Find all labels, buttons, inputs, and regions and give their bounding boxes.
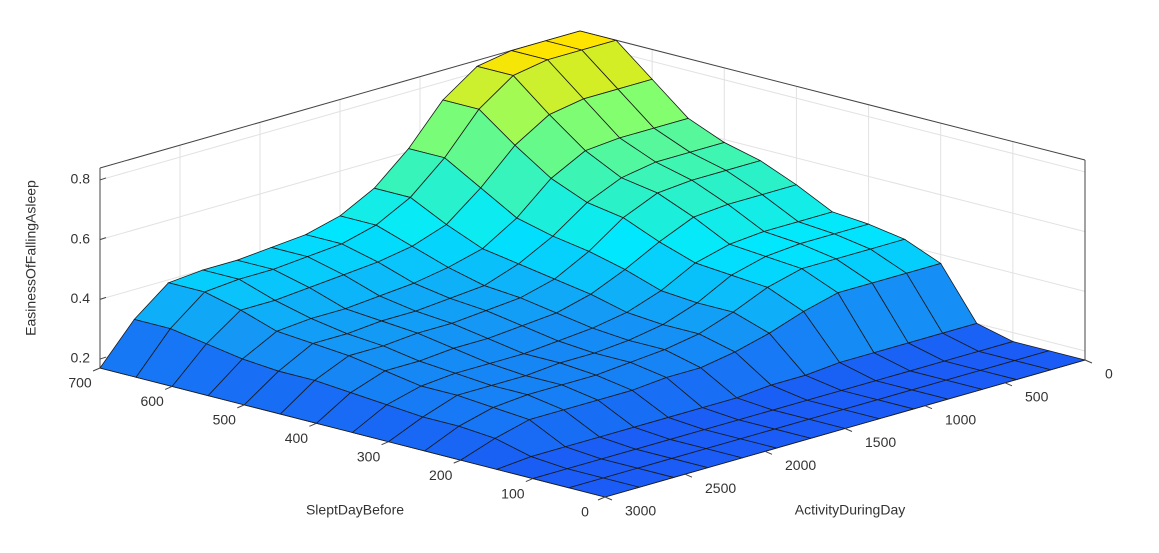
y-axis-label: SleptDayBefore <box>306 502 404 518</box>
axis-box <box>99 30 581 169</box>
z-tick-label: 0.6 <box>71 230 91 246</box>
tick-mark <box>764 450 773 455</box>
grid-line <box>579 42 1086 173</box>
tick-mark <box>844 428 853 432</box>
tick-mark <box>99 177 107 181</box>
z-tick-label: 0.8 <box>71 171 91 187</box>
y-tick-label: 600 <box>140 393 164 409</box>
tick-mark <box>99 296 107 300</box>
x-tick-label: 1000 <box>945 411 976 427</box>
tick-mark <box>381 441 389 446</box>
tick-mark <box>99 237 107 241</box>
tick-mark <box>99 356 107 360</box>
tick-mark <box>164 385 173 390</box>
tick-mark <box>237 404 245 409</box>
y-tick-label: 400 <box>285 430 309 446</box>
y-tick-label: 0 <box>581 504 589 520</box>
tick-mark <box>597 496 606 501</box>
tick-mark <box>924 405 933 410</box>
tick-mark <box>1084 359 1093 364</box>
tick-mark <box>604 496 613 501</box>
x-axis-label: ActivityDuringDay <box>795 502 905 518</box>
z-axis-label: EasinessOfFallingAsleep <box>23 180 39 336</box>
y-tick-label: 700 <box>68 375 92 391</box>
x-tick-label: 1500 <box>865 434 896 450</box>
y-tick-label: 300 <box>357 448 381 464</box>
tick-mark <box>92 367 101 372</box>
x-tick-label: 500 <box>1025 389 1049 405</box>
surface-face <box>567 477 641 498</box>
y-tick-label: 200 <box>429 467 453 483</box>
y-tick-label: 100 <box>501 485 525 501</box>
tick-mark <box>1004 382 1013 387</box>
y-tick-label: 500 <box>213 412 237 428</box>
tick-mark <box>453 459 461 464</box>
x-tick-label: 2500 <box>705 480 736 496</box>
x-tick-label: 2000 <box>785 457 816 473</box>
tick-mark <box>309 422 317 427</box>
z-tick-label: 0.2 <box>71 350 91 366</box>
x-tick-label: 0 <box>1105 366 1113 382</box>
tick-mark <box>684 473 693 478</box>
tick-mark <box>525 478 534 483</box>
z-tick-label: 0.4 <box>71 290 91 306</box>
x-tick-label: 3000 <box>625 503 656 519</box>
axis-box <box>579 30 1086 161</box>
